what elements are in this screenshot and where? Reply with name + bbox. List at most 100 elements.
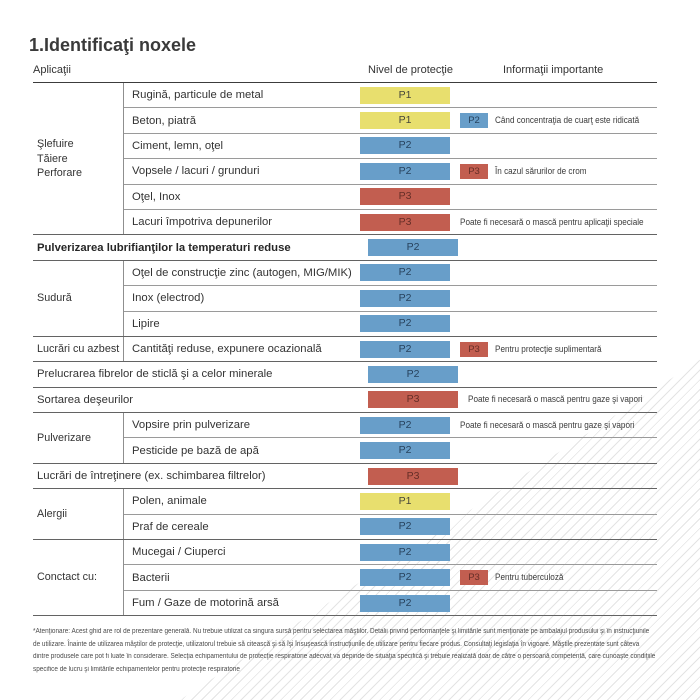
category-label: Pulverizare [33,413,124,463]
table-group-azbest: Lucrări cu azbest Cantităţi reduse, expu… [33,336,657,363]
protection-badge: P3 [368,391,458,409]
column-header-protection-level: Nivel de protecţie [368,64,453,76]
table-row: Mucegai / Ciuperci P2 [124,540,657,566]
table-group-pulverizarea-lubrifiantilor: Pulverizarea lubrifianţilor la temperatu… [33,235,657,261]
note-text: Când concentraţia de cuarţ este ridicată [495,115,640,127]
note-text: Pentru protecţie suplimentară [495,343,602,355]
protection-badge: P1 [360,492,450,510]
category-label: Alergii [33,489,124,540]
row-note: P3 Pentru protecţie suplimentară [460,341,620,357]
table-group-contact-cu: Conctact cu: Mucegai / Ciuperci P2 Bacte… [33,540,657,617]
page-title: 1.Identificaţi noxele [29,35,197,55]
row-label: Pulverizarea lubrifianţilor la temperatu… [37,241,291,254]
row-label: Beton, piatră [132,114,197,127]
row-label: Cantităţi reduse, expunere ocazională [132,343,322,356]
table-group-prelucrarea-fibrelor: Prelucrarea fibrelor de sticlă şi a celo… [33,362,657,388]
table-row: Cantităţi reduse, expunere ocazională P2… [124,337,657,361]
table-row: Oţel de construcţie zinc (autogen, MIG/M… [124,261,657,287]
table-row: Rugină, particule de metal P1 [124,83,657,109]
table-row: Bacterii P2 P3 Pentru tuberculoză [124,565,657,591]
protection-badge: P3 [368,467,458,485]
note-text: Pentru tuberculoză [495,572,564,584]
table-row: Pulverizarea lubrifianţilor la temperatu… [33,235,657,259]
protection-badge: P2 [360,162,450,180]
row-label: Ciment, lemn, oţel [132,139,224,152]
table-group-slefuire: Şlefuire Tăiere Perforare Rugină, partic… [33,83,657,236]
table-row: Beton, piatră P1 P2 Când concentraţia de… [124,108,657,134]
table-row: Pesticide pe bază de apă P2 [124,438,657,462]
protection-badge: P3 [360,188,450,206]
table-row: Lacuri împotriva depunerilor P3 Poate fi… [124,210,657,234]
table-row: Praf de cereale P2 [124,515,657,539]
table-group-pulverizare: Pulverizare Vopsire prin pulverizare P2 … [33,413,657,464]
footnote-line: *Atenţionare: Acest ghid are rol de prez… [33,628,650,635]
protection-badge: P1 [360,112,450,130]
row-note: Poate fi necesară o mască pentru gaze şi… [460,420,657,431]
protection-badge: P2 [368,365,458,383]
row-label: Vopsire prin pulverizare [132,419,251,432]
row-label: Pesticide pe bază de apă [132,444,259,457]
row-label: Sortarea deşeurilor [37,393,134,406]
protection-badge: P2 [360,543,450,561]
protection-badge: P2 [360,315,450,333]
row-label: Mucegai / Ciuperci [132,546,226,559]
row-label: Lacuri împotriva depunerilor [132,216,273,229]
note-protection-badge: P2 [460,113,488,129]
table-row: Lucrări de întreţinere (ex. schimbarea f… [33,464,657,488]
column-header-applications: Aplicaţii [33,64,71,76]
protection-badge: P2 [360,137,450,155]
footnote-line: specifice de lucru şi limitările echipam… [33,666,240,674]
row-note: Poate fi necesară o mască pentru aplicaţ… [460,217,657,228]
row-label: Polen, animale [132,495,207,508]
category-label: Şlefuire Tăiere Perforare [33,83,124,235]
row-note: P3 În cazul sărurilor de crom [460,163,603,179]
table-row: Vopsele / lacuri / grunduri P2 P3 În caz… [124,159,657,185]
category-label: Conctact cu: [33,540,124,616]
note-protection-badge: P3 [460,570,488,586]
protection-badge: P2 [360,340,450,358]
row-label: Rugină, particule de metal [132,89,264,102]
protection-badge: P2 [360,518,450,536]
table-group-lucrari-intretinere: Lucrări de întreţinere (ex. schimbarea f… [33,464,657,490]
table-group-alergii: Alergii Polen, animale P1 Praf de cereal… [33,489,657,541]
table-row: Prelucrarea fibrelor de sticlă şi a celo… [33,362,657,386]
row-note: P3 Pentru tuberculoză [460,570,576,586]
protection-badge: P2 [368,239,458,257]
row-label: Oţel de construcţie zinc (autogen, MIG/M… [132,266,352,279]
row-label: Prelucrarea fibrelor de sticlă şi a celo… [37,368,273,381]
protection-badge: P3 [360,213,450,231]
table-row: Vopsire prin pulverizare P2 Poate fi nec… [124,413,657,439]
footnote-line: de utilizare. Înainte de utilizarea măşt… [33,640,640,648]
table-row: Polen, animale P1 [124,489,657,515]
category-label: Sudură [33,260,124,336]
row-note: Poate fi necesară o mască pentru gaze şi… [468,394,657,405]
footnote-line: dintre produsele care pot fi luate în co… [33,653,656,661]
footnote: *Atenţionare: Acest ghid are rol de prez… [33,626,661,677]
table-row: Lipire P2 [124,312,657,336]
protection-badge: P1 [360,86,450,104]
protection-badge: P2 [360,416,450,434]
table-row: Fum / Gaze de motorină arsă P2 [124,591,657,615]
note-protection-badge: P3 [460,163,488,179]
row-label: Lipire [132,317,160,330]
note-text: În cazul sărurilor de crom [495,165,587,177]
table-group-sudura: Sudură Oţel de construcţie zinc (autogen… [33,260,657,337]
column-header-important-info: Informaţii importante [503,64,604,76]
row-label: Oţel, Inox [132,190,181,203]
note-text: Poate fi necesară o mască pentru gaze şi… [468,394,643,406]
protection-badge: P2 [360,264,450,282]
hazard-table: Şlefuire Tăiere Perforare Rugină, partic… [33,82,657,617]
table-row: Inox (electrod) P2 [124,286,657,312]
note-protection-badge: P3 [460,341,488,357]
row-label: Vopsele / lacuri / grunduri [132,165,260,178]
row-label: Fum / Gaze de motorină arsă [132,597,279,609]
row-note: P2 Când concentraţia de cuarţ este ridic… [460,113,657,129]
row-label: Bacterii [132,571,170,584]
row-label: Inox (electrod) [132,292,205,305]
row-label: Lucrări de întreţinere (ex. schimbarea f… [37,470,266,483]
protection-badge: P2 [360,442,450,460]
note-text: Poate fi necesară o mască pentru aplicaţ… [460,216,644,228]
table-row: Ciment, lemn, oţel P2 [124,134,657,160]
category-label: Lucrări cu azbest [33,336,124,362]
